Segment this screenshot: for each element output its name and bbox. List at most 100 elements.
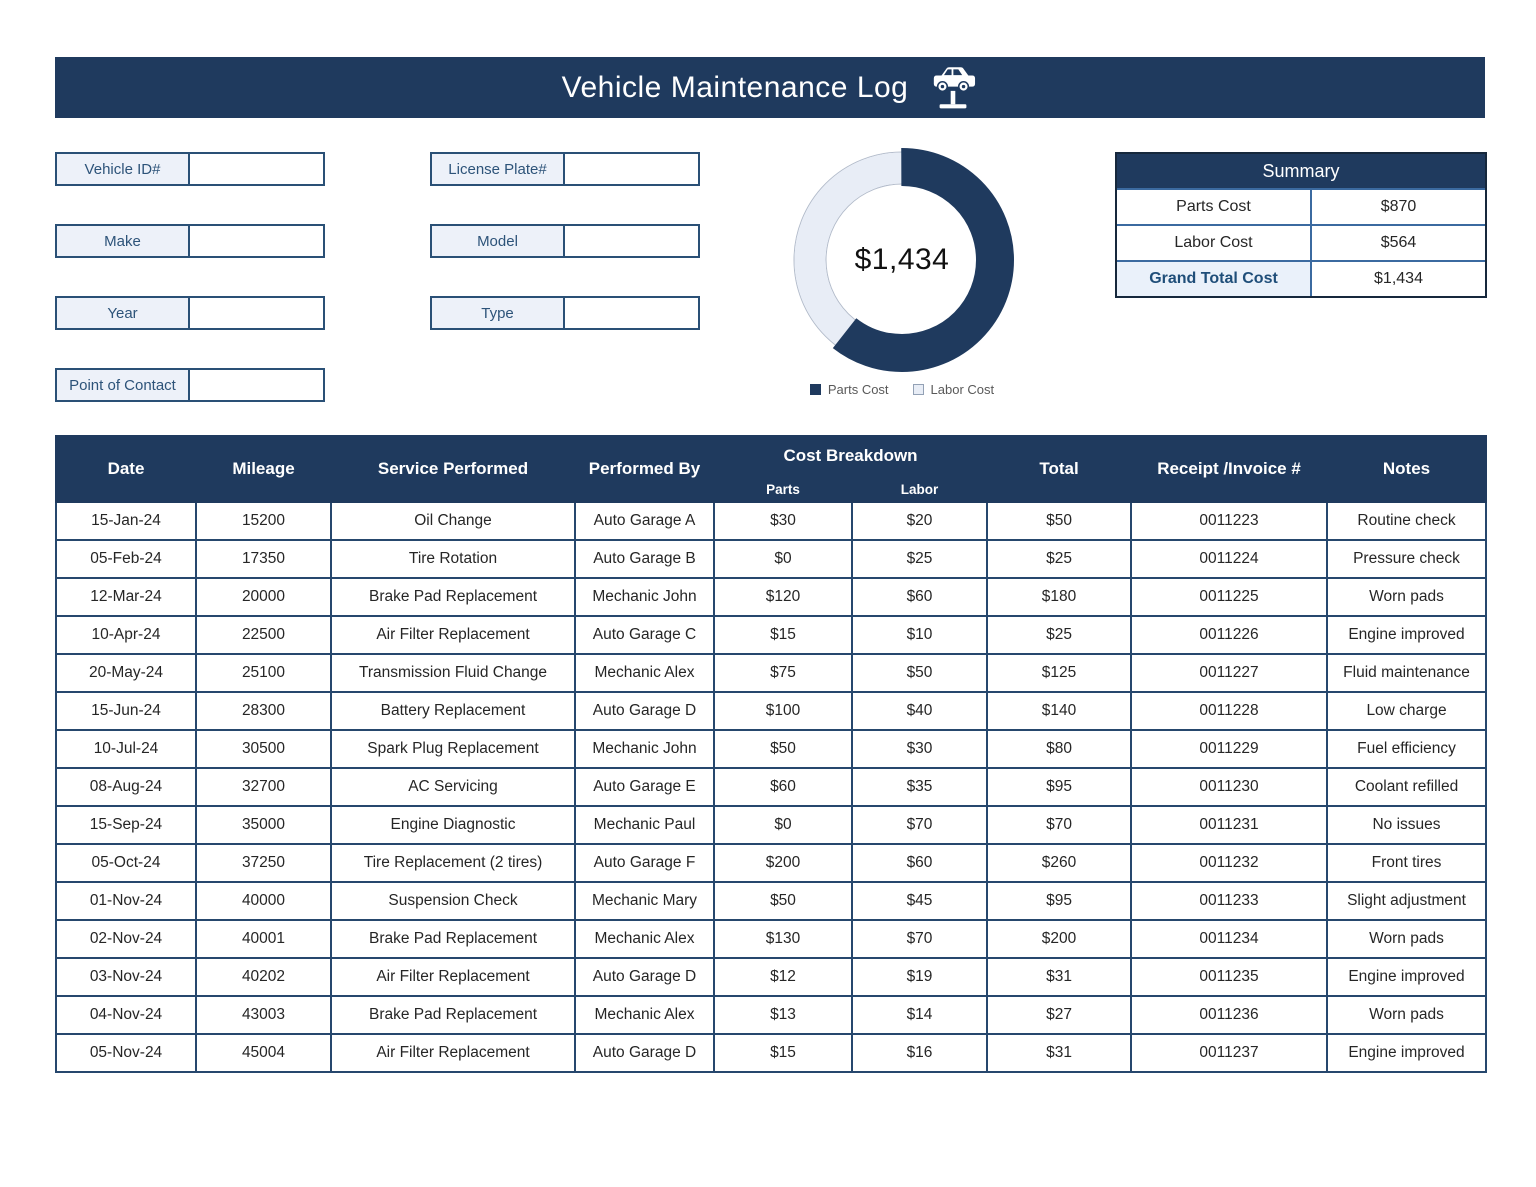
cell-parts-cost[interactable]: $50 (713, 729, 853, 769)
cell-receipt-invoice[interactable]: 0011231 (1130, 805, 1329, 845)
cell-mileage[interactable]: 20000 (195, 577, 332, 617)
cell-notes[interactable]: Engine improved (1326, 1033, 1488, 1073)
cell-notes[interactable]: Routine check (1326, 501, 1488, 541)
cell-service-performed[interactable]: AC Servicing (330, 767, 576, 807)
cell-service-performed[interactable]: Brake Pad Replacement (330, 919, 576, 959)
cell-receipt-invoice[interactable]: 0011228 (1130, 691, 1329, 731)
cell-performed-by[interactable]: Mechanic Alex (574, 653, 715, 693)
cell-service-performed[interactable]: Spark Plug Replacement (330, 729, 576, 769)
cell-date[interactable]: 04-Nov-24 (55, 995, 197, 1035)
model-input[interactable] (565, 226, 698, 256)
cell-receipt-invoice[interactable]: 0011225 (1130, 577, 1329, 617)
cell-total[interactable]: $31 (986, 957, 1133, 997)
cell-service-performed[interactable]: Transmission Fluid Change (330, 653, 576, 693)
cell-performed-by[interactable]: Auto Garage D (574, 1033, 715, 1073)
cell-total[interactable]: $27 (986, 995, 1133, 1035)
cell-date[interactable]: 03-Nov-24 (55, 957, 197, 997)
cell-parts-cost[interactable]: $60 (713, 767, 853, 807)
cell-total[interactable]: $95 (986, 767, 1133, 807)
cell-date[interactable]: 15-Sep-24 (55, 805, 197, 845)
cell-labor-cost[interactable]: $20 (850, 501, 989, 541)
type-input[interactable] (565, 298, 698, 328)
cell-parts-cost[interactable]: $0 (713, 805, 853, 845)
cell-parts-cost[interactable]: $130 (713, 919, 853, 959)
cell-performed-by[interactable]: Mechanic Alex (574, 995, 715, 1035)
cell-date[interactable]: 15-Jun-24 (55, 691, 197, 731)
cell-mileage[interactable]: 37250 (195, 843, 332, 883)
cell-date[interactable]: 02-Nov-24 (55, 919, 197, 959)
cell-receipt-invoice[interactable]: 0011236 (1130, 995, 1329, 1035)
cell-receipt-invoice[interactable]: 0011237 (1130, 1033, 1329, 1073)
cell-performed-by[interactable]: Mechanic Paul (574, 805, 715, 845)
cell-parts-cost[interactable]: $15 (713, 615, 853, 655)
cell-parts-cost[interactable]: $100 (713, 691, 853, 731)
cell-notes[interactable]: No issues (1326, 805, 1488, 845)
cell-notes[interactable]: Fluid maintenance (1326, 653, 1488, 693)
cell-parts-cost[interactable]: $30 (713, 501, 853, 541)
cell-date[interactable]: 10-Jul-24 (55, 729, 197, 769)
make-input[interactable] (190, 226, 323, 256)
cell-service-performed[interactable]: Air Filter Replacement (330, 615, 576, 655)
cell-labor-cost[interactable]: $60 (850, 843, 989, 883)
cell-date[interactable]: 05-Nov-24 (55, 1033, 197, 1073)
cell-mileage[interactable]: 40202 (195, 957, 332, 997)
grand-total-value[interactable]: $1,434 (1374, 270, 1423, 287)
cell-performed-by[interactable]: Mechanic John (574, 577, 715, 617)
cell-total[interactable]: $200 (986, 919, 1133, 959)
cell-service-performed[interactable]: Brake Pad Replacement (330, 577, 576, 617)
cell-service-performed[interactable]: Battery Replacement (330, 691, 576, 731)
cell-labor-cost[interactable]: $50 (850, 653, 989, 693)
cell-performed-by[interactable]: Mechanic Alex (574, 919, 715, 959)
cell-receipt-invoice[interactable]: 0011229 (1130, 729, 1329, 769)
cell-notes[interactable]: Worn pads (1326, 919, 1488, 959)
cell-labor-cost[interactable]: $10 (850, 615, 989, 655)
cell-receipt-invoice[interactable]: 0011226 (1130, 615, 1329, 655)
cell-receipt-invoice[interactable]: 0011232 (1130, 843, 1329, 883)
cell-labor-cost[interactable]: $70 (850, 919, 989, 959)
cell-notes[interactable]: Engine improved (1326, 615, 1488, 655)
vehicle-id-input[interactable] (190, 154, 323, 184)
cell-labor-cost[interactable]: $25 (850, 539, 989, 579)
cell-performed-by[interactable]: Auto Garage A (574, 501, 715, 541)
point-of-contact-input[interactable] (190, 370, 323, 400)
cell-receipt-invoice[interactable]: 0011233 (1130, 881, 1329, 921)
cell-receipt-invoice[interactable]: 0011234 (1130, 919, 1329, 959)
cell-labor-cost[interactable]: $35 (850, 767, 989, 807)
cell-date[interactable]: 01-Nov-24 (55, 881, 197, 921)
parts-cost-value[interactable]: $870 (1380, 198, 1417, 215)
cell-notes[interactable]: Worn pads (1326, 577, 1488, 617)
cell-notes[interactable]: Low charge (1326, 691, 1488, 731)
cell-total[interactable]: $125 (986, 653, 1133, 693)
cell-parts-cost[interactable]: $200 (713, 843, 853, 883)
cell-mileage[interactable]: 32700 (195, 767, 332, 807)
cell-receipt-invoice[interactable]: 0011224 (1130, 539, 1329, 579)
cell-date[interactable]: 05-Oct-24 (55, 843, 197, 883)
cell-performed-by[interactable]: Auto Garage D (574, 691, 715, 731)
cell-mileage[interactable]: 40000 (195, 881, 332, 921)
cell-labor-cost[interactable]: $45 (850, 881, 989, 921)
cell-labor-cost[interactable]: $30 (850, 729, 989, 769)
cell-labor-cost[interactable]: $14 (850, 995, 989, 1035)
cell-receipt-invoice[interactable]: 0011230 (1130, 767, 1329, 807)
cell-service-performed[interactable]: Air Filter Replacement (330, 957, 576, 997)
cell-mileage[interactable]: 30500 (195, 729, 332, 769)
cell-notes[interactable]: Slight adjustment (1326, 881, 1488, 921)
cell-total[interactable]: $31 (986, 1033, 1133, 1073)
cell-labor-cost[interactable]: $60 (850, 577, 989, 617)
cell-total[interactable]: $25 (986, 539, 1133, 579)
year-input[interactable] (190, 298, 323, 328)
cell-receipt-invoice[interactable]: 0011223 (1130, 501, 1329, 541)
cell-mileage[interactable]: 35000 (195, 805, 332, 845)
cell-labor-cost[interactable]: $70 (850, 805, 989, 845)
cell-parts-cost[interactable]: $13 (713, 995, 853, 1035)
cell-total[interactable]: $50 (986, 501, 1133, 541)
cell-mileage[interactable]: 45004 (195, 1033, 332, 1073)
cell-mileage[interactable]: 17350 (195, 539, 332, 579)
cell-date[interactable]: 08-Aug-24 (55, 767, 197, 807)
cell-performed-by[interactable]: Auto Garage F (574, 843, 715, 883)
cell-performed-by[interactable]: Auto Garage B (574, 539, 715, 579)
cell-total[interactable]: $95 (986, 881, 1133, 921)
cell-parts-cost[interactable]: $50 (713, 881, 853, 921)
cell-date[interactable]: 05-Feb-24 (55, 539, 197, 579)
labor-cost-value[interactable]: $564 (1380, 234, 1417, 251)
